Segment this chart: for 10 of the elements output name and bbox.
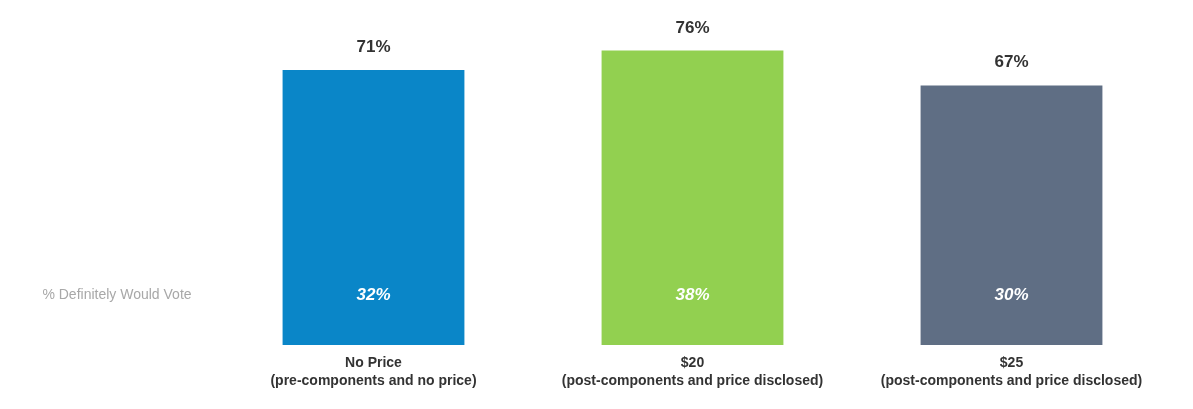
x-tick-label: $20 (post-components and price disclosed) — [561, 353, 824, 388]
text: % Definitely Would Vote — [42, 286, 192, 302]
data-label: 71% — [356, 36, 391, 56]
annotation: 38% — [675, 285, 710, 304]
x-tick-label: No Price (pre-components and no price) — [270, 353, 477, 388]
data-label: 67% — [994, 52, 1029, 72]
x-tick-label: $25 (post-components and price disclosed) — [880, 353, 1143, 388]
data-label: 76% — [675, 17, 710, 37]
annotation: 30% — [994, 285, 1029, 304]
annotation: 32% — [356, 285, 391, 304]
